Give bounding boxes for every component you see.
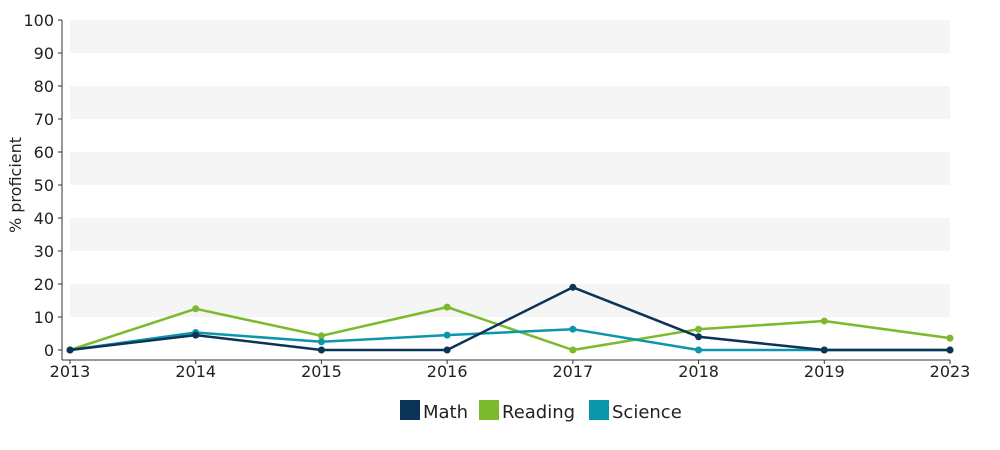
series-math	[66, 283, 954, 354]
x-axis-ticks: 2013 2014 2015 2016 2017 2018 2019 2023	[50, 360, 971, 381]
y-tick-label: 20	[34, 275, 54, 294]
x-tick-label: 2016	[427, 362, 468, 381]
data-point-reading[interactable]	[192, 305, 200, 313]
legend-label: Math	[423, 402, 468, 423]
x-tick-label: 2014	[175, 362, 216, 381]
y-tick-label: 80	[34, 77, 54, 96]
data-point-math[interactable]	[820, 346, 828, 354]
series-line-math	[69, 286, 950, 352]
y-tick-label: 10	[34, 308, 54, 327]
legend: Math Reading Science	[400, 400, 682, 423]
data-point-reading[interactable]	[820, 317, 828, 325]
grid-bands	[70, 20, 950, 317]
data-point-reading[interactable]	[695, 325, 703, 333]
legend-swatch	[589, 400, 609, 420]
y-tick-label: 100	[23, 11, 54, 30]
grid-band	[70, 20, 950, 53]
x-tick-label: 2015	[301, 362, 342, 381]
axes	[61, 20, 950, 361]
legend-label: Science	[612, 402, 682, 423]
legend-item-math[interactable]: Math	[400, 400, 468, 423]
x-tick-label: 2013	[50, 362, 91, 381]
data-point-math[interactable]	[569, 283, 577, 291]
data-point-math[interactable]	[443, 346, 451, 354]
grid-band	[70, 152, 950, 185]
data-point-math[interactable]	[946, 346, 954, 354]
y-tick-label: 60	[34, 143, 54, 162]
data-point-math[interactable]	[192, 331, 200, 339]
data-point-science[interactable]	[317, 338, 325, 346]
data-point-reading[interactable]	[946, 334, 954, 342]
x-tick-label: 2018	[678, 362, 719, 381]
legend-label: Reading	[502, 402, 575, 423]
data-point-reading[interactable]	[569, 346, 577, 354]
grid-band	[70, 218, 950, 251]
y-tick-label: 50	[34, 176, 54, 195]
data-point-math[interactable]	[695, 333, 703, 341]
grid-band	[70, 86, 950, 119]
legend-swatch	[479, 400, 499, 420]
y-tick-label: 40	[34, 209, 54, 228]
data-point-math[interactable]	[66, 346, 74, 354]
data-point-science[interactable]	[443, 331, 451, 339]
y-tick-label: 30	[34, 242, 54, 261]
y-axis-title: % proficient	[6, 137, 25, 233]
legend-item-reading[interactable]: Reading	[479, 400, 575, 423]
data-point-math[interactable]	[317, 346, 325, 354]
x-tick-label: 2017	[552, 362, 593, 381]
legend-item-science[interactable]: Science	[589, 400, 682, 423]
x-tick-label: 2023	[930, 362, 971, 381]
y-tick-label: 90	[34, 44, 54, 63]
y-tick-label: 70	[34, 110, 54, 129]
grid-band	[70, 284, 950, 317]
y-axis-ticks: 0 10 20 30 40 50 60 70 80 90 100	[23, 11, 62, 360]
data-point-science[interactable]	[569, 325, 577, 333]
series-line-reading	[69, 305, 951, 352]
y-tick-label: 0	[44, 341, 54, 360]
series-line-science	[69, 327, 950, 352]
legend-swatch	[400, 400, 420, 420]
data-point-reading[interactable]	[317, 332, 325, 340]
x-tick-label: 2019	[804, 362, 845, 381]
data-point-reading[interactable]	[443, 303, 451, 311]
data-point-science[interactable]	[695, 346, 703, 354]
series-layer	[66, 283, 954, 354]
